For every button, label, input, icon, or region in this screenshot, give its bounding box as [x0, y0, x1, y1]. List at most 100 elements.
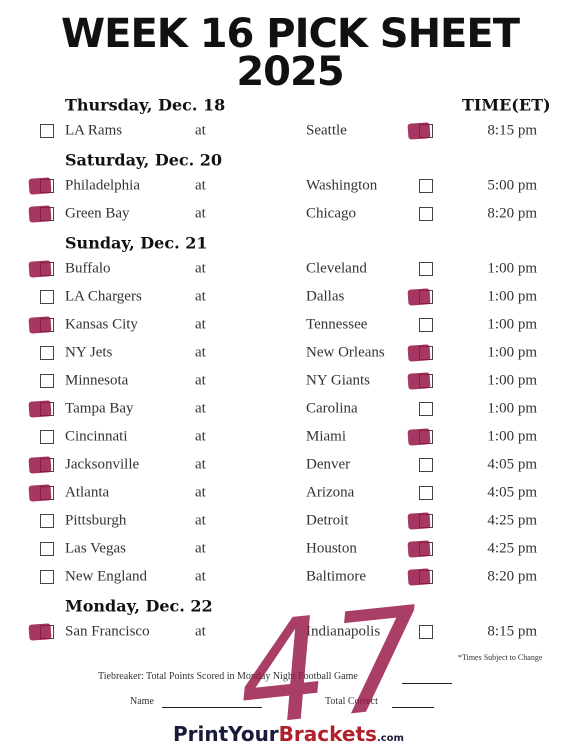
day-label: Saturday, Dec. 20 — [65, 150, 223, 170]
name-line — [162, 707, 262, 708]
home-checkbox — [419, 625, 433, 639]
home-team: Cleveland — [306, 260, 367, 277]
at: at — [195, 344, 206, 361]
at: at — [195, 372, 206, 389]
game-time: 8:20 pm — [487, 568, 537, 585]
pick-mark — [407, 372, 431, 390]
brand-suffix: .com — [376, 733, 404, 744]
home-team: Detroit — [306, 512, 349, 529]
pick-mark — [28, 177, 52, 195]
pick-mark — [28, 400, 52, 418]
pick-mark — [407, 540, 431, 558]
at: at — [195, 177, 206, 194]
tiebreaker-answer: 47 — [229, 576, 437, 751]
game-time: 1:00 pm — [487, 400, 537, 417]
at: at — [195, 205, 206, 222]
game-time: 1:00 pm — [487, 428, 537, 445]
away-team: Tampa Bay — [65, 400, 134, 417]
time-header: TIME(ET) — [462, 95, 551, 115]
away-checkbox — [40, 430, 54, 444]
tiebreaker: Tiebreaker: Total Points Scored in Monda… — [98, 671, 358, 682]
pick-mark — [28, 484, 52, 502]
home-checkbox — [419, 262, 433, 276]
home-team: Chicago — [306, 205, 356, 222]
pick-mark — [407, 288, 431, 306]
game-time: 8:20 pm — [487, 205, 537, 222]
home-checkbox — [419, 207, 433, 221]
day-label: Monday, Dec. 22 — [65, 596, 213, 616]
game-time: 1:00 pm — [487, 260, 537, 277]
away-team: Cincinnati — [65, 428, 128, 445]
times-note: *Times Subject to Change — [458, 653, 543, 662]
tiebreaker-line — [402, 683, 452, 684]
brand-part: Brackets — [278, 722, 377, 746]
day-label: Thursday, Dec. 18 — [65, 95, 226, 115]
year: 2025 — [236, 49, 344, 95]
at: at — [195, 260, 206, 277]
away-team: Kansas City — [65, 316, 138, 333]
away-team: Atlanta — [65, 484, 110, 501]
home-checkbox — [419, 179, 433, 193]
day-label: Sunday, Dec. 21 — [65, 233, 208, 253]
game-time: 1:00 pm — [487, 288, 537, 305]
pick-mark — [28, 623, 52, 641]
away-checkbox — [40, 514, 54, 528]
away-team: NY Jets — [65, 344, 113, 361]
away-checkbox — [40, 124, 54, 138]
total-correct-label: Total Correct — [325, 696, 378, 707]
at: at — [195, 484, 206, 501]
away-team: Buffalo — [65, 260, 111, 277]
away-team: Pittsburgh — [65, 512, 127, 529]
pick-mark — [28, 456, 52, 474]
home-checkbox — [419, 486, 433, 500]
brand: PrintYourBrackets.com — [173, 722, 404, 746]
home-team: Baltimore — [306, 568, 366, 585]
away-checkbox — [40, 542, 54, 556]
pick-mark — [28, 316, 52, 334]
home-team: Seattle — [306, 122, 347, 139]
home-checkbox — [419, 402, 433, 416]
home-team: Carolina — [306, 400, 358, 417]
away-checkbox — [40, 570, 54, 584]
away-checkbox — [40, 346, 54, 360]
at: at — [195, 456, 206, 473]
brand-part: PrintYour — [173, 722, 279, 746]
away-team: New England — [65, 568, 148, 585]
at: at — [195, 512, 206, 529]
game-time: 1:00 pm — [487, 372, 537, 389]
game-time: 4:05 pm — [487, 484, 537, 501]
home-team: Dallas — [306, 288, 345, 305]
away-team: Minnesota — [65, 372, 129, 389]
away-checkbox — [40, 374, 54, 388]
away-team: LA Chargers — [65, 288, 142, 305]
at: at — [195, 428, 206, 445]
game-time: 4:25 pm — [487, 512, 537, 529]
pick-mark — [28, 260, 52, 278]
name-label: Name — [130, 696, 154, 707]
at: at — [195, 288, 206, 305]
pick-mark — [407, 344, 431, 362]
pick-mark — [407, 512, 431, 530]
away-team: Jacksonville — [65, 456, 140, 473]
home-checkbox — [419, 458, 433, 472]
home-team: Arizona — [306, 484, 355, 501]
game-time: 1:00 pm — [487, 344, 537, 361]
game-time: 8:15 pm — [487, 623, 537, 640]
at: at — [195, 568, 206, 585]
home-team: Washington — [306, 177, 378, 194]
home-team: Houston — [306, 540, 357, 557]
at: at — [195, 400, 206, 417]
away-team: San Francisco — [65, 623, 150, 640]
at: at — [195, 122, 206, 139]
game-time: 4:25 pm — [487, 540, 537, 557]
at: at — [195, 316, 206, 333]
home-team: NY Giants — [306, 372, 371, 389]
home-team: New Orleans — [306, 344, 385, 361]
pick-mark — [407, 122, 431, 140]
away-team: LA Rams — [65, 122, 123, 139]
home-team: Miami — [306, 428, 346, 445]
game-time: 5:00 pm — [487, 177, 537, 194]
title: WEEK 16 PICK SHEET — [61, 11, 520, 57]
home-team: Denver — [306, 456, 351, 473]
